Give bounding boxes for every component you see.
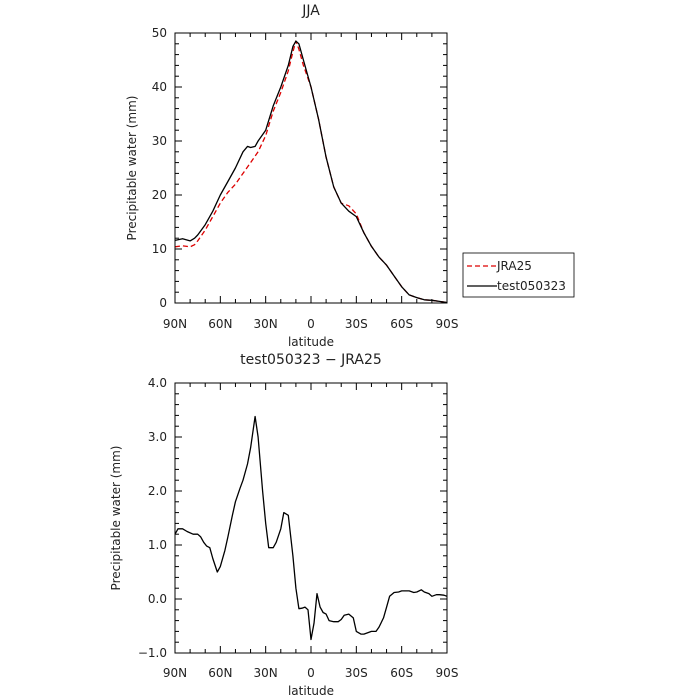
legend: JRA25 test050323: [462, 252, 575, 298]
series-line-test050323: [174, 40, 448, 304]
legend-label-test: test050323: [497, 279, 566, 293]
x-tick-label: 90N: [163, 666, 187, 680]
x-tick-label: 60S: [390, 317, 413, 331]
x-tick-label: 90S: [436, 317, 459, 331]
series-layer: [174, 40, 448, 304]
y-axis-title: Precipitable water (mm): [125, 96, 139, 241]
y-axis-title: Precipitable water (mm): [109, 446, 123, 591]
legend-label-jra25: JRA25: [496, 259, 532, 273]
chart-panel-difference: test050323 − JRA25 Precipitable water (m…: [109, 352, 458, 698]
y-tick-label: −1.0: [138, 646, 167, 660]
y-tick-label: 2.0: [148, 484, 167, 498]
y-tick-label: 20: [152, 188, 167, 202]
x-tick-label: 90N: [163, 317, 187, 331]
legend-box: [462, 252, 575, 298]
x-tick-label: 60N: [208, 666, 232, 680]
series-layer: [174, 415, 448, 641]
y-tick-label: 30: [152, 134, 167, 148]
y-tick-label: 0: [159, 296, 167, 310]
x-tick-label: 30S: [345, 317, 368, 331]
x-tick-label: 0: [307, 666, 315, 680]
x-tick-label: 30S: [345, 666, 368, 680]
y-tick-label: 3.0: [148, 430, 167, 444]
x-tick-label: 60N: [208, 317, 232, 331]
y-tick-label: 1.0: [148, 538, 167, 552]
chart-panel-precipitable-water: JJA Precipitable water (mm) latitude 90N…: [125, 3, 575, 349]
tick-layer: 90N 60N 30N 0 30S 60S 90S −1.0 0.0 1.0 2.0 3.0 4.0: [138, 376, 459, 680]
y-tick-label: 50: [152, 26, 167, 40]
x-tick-label: 30N: [254, 666, 278, 680]
y-tick-label: 4.0: [148, 376, 167, 390]
x-tick-label: 60S: [390, 666, 413, 680]
plot-frame: [174, 32, 448, 304]
chart-title: test050323 − JRA25: [240, 352, 382, 368]
x-tick-label: 0: [307, 317, 315, 331]
x-tick-label: 90S: [436, 666, 459, 680]
y-tick-label: 10: [152, 242, 167, 256]
series-line-jra25: [174, 40, 448, 304]
y-tick-label: 0.0: [148, 592, 167, 606]
chart-title: JJA: [301, 3, 320, 19]
x-axis-title: latitude: [288, 684, 334, 698]
x-axis-title: latitude: [288, 335, 334, 349]
plot-frame: [174, 382, 448, 654]
y-tick-label: 40: [152, 80, 167, 94]
x-tick-label: 30N: [254, 317, 278, 331]
series-line-difference: [174, 415, 448, 641]
tick-layer: 90N 60N 30N 0 30S 60S 90S 0 10 20 30 40 50: [152, 26, 459, 331]
